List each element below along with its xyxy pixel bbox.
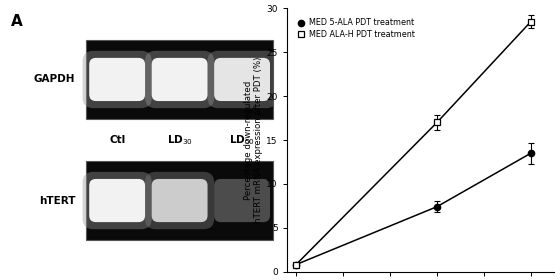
MED ALA-H PDT treatment [433,121,440,124]
MED ALA-H PDT treatment [528,20,534,23]
FancyBboxPatch shape [86,161,273,240]
MED 5-ALA PDT treatment [528,151,534,155]
FancyBboxPatch shape [86,40,273,119]
Text: hTERT: hTERT [39,195,75,206]
Y-axis label: Percentage down-regulated
hTERT mRNA expression after PDT (%): Percentage down-regulated hTERT mRNA exp… [244,57,263,223]
Text: A: A [11,14,23,29]
Text: GAPDH: GAPDH [34,74,75,85]
FancyBboxPatch shape [82,172,152,229]
Legend: MED 5-ALA PDT treatment, MED ALA-H PDT treatment: MED 5-ALA PDT treatment, MED ALA-H PDT t… [296,18,416,40]
FancyBboxPatch shape [145,172,214,229]
MED 5-ALA PDT treatment [433,205,440,208]
FancyBboxPatch shape [145,51,214,108]
FancyBboxPatch shape [89,179,145,222]
MED 5-ALA PDT treatment [293,263,300,266]
Line: MED ALA-H PDT treatment: MED ALA-H PDT treatment [293,18,534,268]
FancyBboxPatch shape [214,179,270,222]
Text: LD$_{50}$: LD$_{50}$ [229,133,255,147]
FancyBboxPatch shape [214,58,270,101]
Text: LD$_{30}$: LD$_{30}$ [166,133,193,147]
FancyBboxPatch shape [207,51,277,108]
FancyBboxPatch shape [89,58,145,101]
MED ALA-H PDT treatment [293,263,300,266]
Text: Ctl: Ctl [109,135,125,145]
FancyBboxPatch shape [82,51,152,108]
Line: MED 5-ALA PDT treatment: MED 5-ALA PDT treatment [293,150,534,268]
FancyBboxPatch shape [152,179,208,222]
FancyBboxPatch shape [152,58,208,101]
